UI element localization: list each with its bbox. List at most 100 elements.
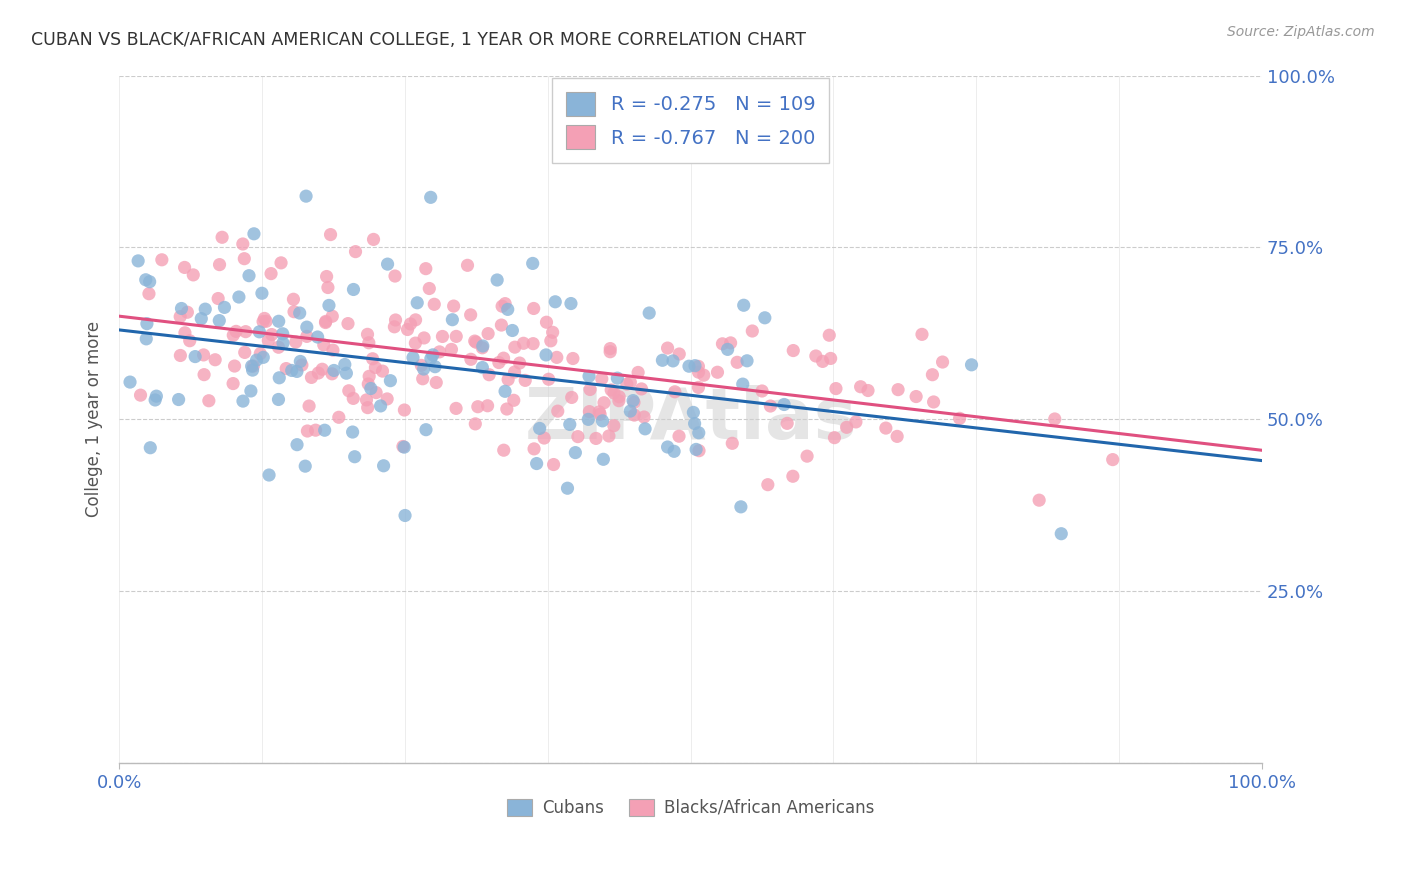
Point [662,354,685,368]
Text: CUBAN VS BLACK/AFRICAN AMERICAN COLLEGE, 1 YEAR OR MORE CORRELATION CHART: CUBAN VS BLACK/AFRICAN AMERICAN COLLEGE,… [31,31,806,49]
Point [526,457,548,471]
Point [471,339,494,353]
Point [250,286,273,301]
Text: ZIPAtlas: ZIPAtlas [524,384,856,454]
Point [486,273,509,287]
Point [634,422,657,436]
Point [321,310,343,324]
Point [392,440,415,454]
Point [304,423,326,437]
Point [357,401,380,415]
Point [384,268,406,283]
Point [818,328,841,343]
Point [823,431,845,445]
Point [356,327,378,342]
Point [315,269,337,284]
Point [225,325,247,339]
Point [440,343,463,357]
Point [693,368,716,383]
Point [357,376,380,391]
Point [607,393,630,408]
Point [541,326,564,340]
Point [887,383,910,397]
Point [267,314,290,328]
Point [603,418,626,433]
Point [405,313,427,327]
Point [396,322,419,336]
Point [558,417,581,432]
Point [413,331,436,345]
Point [931,355,953,369]
Point [547,404,569,418]
Point [394,403,416,417]
Point [392,440,415,454]
Point [849,380,872,394]
Point [543,458,565,472]
Point [423,359,446,374]
Point [477,326,499,341]
Point [515,373,537,387]
Point [333,358,356,372]
Point [441,312,464,326]
Point [567,429,589,443]
Point [578,369,600,384]
Point [921,368,943,382]
Point [190,311,212,326]
Point [307,330,329,344]
Point [232,237,254,252]
Point [243,227,266,241]
Point [316,280,339,294]
Point [657,341,679,355]
Point [494,296,516,310]
Point [662,444,685,458]
Point [295,320,318,334]
Point [494,384,516,399]
Point [443,299,465,313]
Point [412,372,434,386]
Point [233,345,256,359]
Point [668,429,690,443]
Point [467,400,489,414]
Point [633,410,655,425]
Point [127,253,149,268]
Point [561,351,583,366]
Point [312,338,335,352]
Point [170,301,193,316]
Point [603,386,626,401]
Point [257,468,280,483]
Point [284,334,307,349]
Point [270,256,292,270]
Point [233,252,256,266]
Point [651,353,673,368]
Point [711,336,734,351]
Point [394,508,416,523]
Point [415,261,437,276]
Point [283,304,305,318]
Point [491,299,513,313]
Y-axis label: College, 1 year or more: College, 1 year or more [86,321,103,517]
Point [288,306,311,320]
Point [129,388,152,402]
Point [315,316,337,330]
Point [267,392,290,407]
Point [588,405,610,419]
Point [298,399,321,413]
Point [342,392,364,406]
Point [536,315,558,329]
Point [751,384,773,398]
Point [773,397,796,411]
Point [592,452,614,467]
Point [377,257,399,271]
Point [384,313,406,327]
Point [731,377,754,392]
Point [285,364,308,378]
Point [460,352,482,367]
Point [242,359,264,373]
Point [252,314,274,328]
Point [271,326,294,341]
Point [492,351,515,366]
Point [222,376,245,391]
Point [318,298,340,312]
Point [285,438,308,452]
Point [412,362,434,376]
